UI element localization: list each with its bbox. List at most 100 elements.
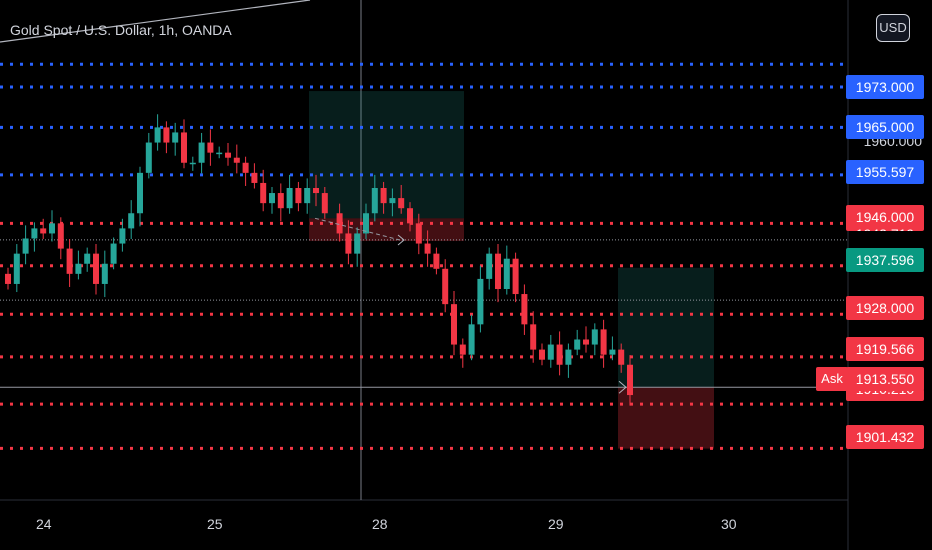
level-tag-1919: 1919.566 [846, 337, 924, 361]
candle-body-7 [66, 248, 73, 274]
candle-body-10 [93, 253, 99, 284]
candle-body-17 [154, 127, 161, 143]
candle-body-45 [407, 208, 413, 224]
candle-body-56 [503, 258, 510, 289]
candle-body-55 [495, 253, 501, 289]
entry-connector [314, 217, 401, 241]
candle-body-24 [216, 152, 223, 155]
level-tag-1965: 1965.000 [846, 115, 924, 139]
ask-arrow-icon [618, 380, 627, 394]
candle-body-9 [84, 253, 91, 264]
candle-body-38 [345, 233, 352, 254]
level-tag-1955: 1955.597 [846, 160, 924, 184]
candle-body-36 [321, 193, 328, 214]
candle-body-13 [119, 228, 126, 244]
level-tag-1973: 1973.000 [846, 75, 924, 99]
candle-body-30 [269, 193, 275, 204]
candle-body-53 [477, 278, 484, 325]
candle-body-1 [13, 253, 20, 284]
candle-body-57 [512, 258, 519, 295]
candle-body-33 [295, 188, 302, 204]
candle-body-27 [242, 162, 249, 173]
candle-body-69 [618, 349, 625, 365]
candle-body-2 [22, 238, 29, 254]
x-tick-29: 29 [548, 516, 564, 532]
candle-body-23 [207, 142, 214, 153]
level-tag-1928: 1928.000 [846, 296, 924, 320]
candle-body-21 [189, 162, 196, 165]
candle-body-40 [363, 213, 369, 234]
candle-body-5 [49, 223, 55, 234]
candle-body-3 [31, 228, 38, 239]
candle-body-60 [539, 349, 545, 360]
candle-body-49 [442, 268, 449, 305]
candle-body-51 [459, 344, 466, 355]
candle-body-16 [145, 142, 152, 173]
ask-price-tag: 1913.550 [846, 367, 924, 391]
candle-body-28 [251, 172, 258, 183]
level-tag-1901: 1901.432 [846, 425, 924, 449]
candle-body-41 [371, 188, 378, 214]
candle-body-8 [75, 263, 82, 274]
chart-title: Gold Spot / U.S. Dollar, 1h, OANDA [10, 22, 232, 38]
x-tick-24: 24 [36, 516, 52, 532]
level-tag-1946: 1946.000 [846, 205, 924, 229]
candle-body-20 [181, 132, 187, 163]
candle-body-0 [5, 273, 11, 284]
x-tick-30: 30 [721, 516, 737, 532]
candle-body-61 [547, 344, 554, 360]
candle-body-6 [57, 223, 64, 249]
candle-body-70 [627, 364, 633, 396]
partial-label-1910: 1910.210 [846, 389, 924, 401]
position-box-profit-2 [618, 267, 714, 388]
current-price-tag: 1937.596 [846, 248, 924, 272]
annotation-marks [314, 217, 627, 394]
candle-body-64 [574, 339, 581, 350]
x-tick-28: 28 [372, 516, 388, 532]
candle-body-43 [389, 198, 396, 204]
candle-body-37 [336, 213, 343, 234]
candle-body-12 [110, 243, 117, 264]
candle-body-44 [398, 198, 405, 209]
candle-body-62 [556, 344, 563, 365]
x-tick-25: 25 [207, 516, 223, 532]
candle-body-4 [40, 228, 47, 234]
candle-body-14 [128, 213, 135, 229]
candle-body-31 [277, 193, 284, 209]
candle-body-67 [600, 329, 607, 355]
candle-body-35 [313, 188, 319, 194]
candle-body-19 [172, 132, 179, 143]
candle-body-48 [433, 253, 440, 269]
candle-body-39 [354, 233, 361, 254]
candles [5, 114, 633, 406]
candle-body-11 [101, 263, 108, 284]
candle-body-68 [609, 349, 616, 355]
candle-body-66 [591, 329, 598, 345]
candle-body-29 [260, 182, 267, 204]
candle-body-58 [521, 294, 528, 325]
ask-label: Ask [816, 367, 848, 391]
candle-body-15 [137, 172, 143, 214]
candle-body-47 [424, 243, 431, 254]
candle-body-34 [304, 188, 311, 204]
candle-body-63 [565, 349, 572, 365]
candle-body-54 [486, 253, 493, 279]
candle-body-52 [468, 324, 475, 355]
candle-body-59 [530, 324, 537, 350]
candle-body-32 [286, 188, 293, 209]
position-box-loss-1 [309, 218, 464, 242]
candle-body-50 [451, 304, 457, 345]
position-box-loss-2 [618, 387, 714, 449]
candle-body-42 [380, 188, 387, 204]
candle-body-26 [233, 157, 240, 163]
candle-body-22 [198, 142, 205, 163]
currency-button[interactable]: USD [876, 14, 910, 42]
entry-arrow-icon [397, 234, 405, 246]
position-boxes [309, 91, 714, 449]
candle-body-25 [225, 152, 231, 158]
candle-body-65 [583, 339, 589, 345]
candle-body-46 [415, 223, 422, 244]
candle-body-18 [163, 127, 170, 143]
trend-line [0, 0, 311, 43]
